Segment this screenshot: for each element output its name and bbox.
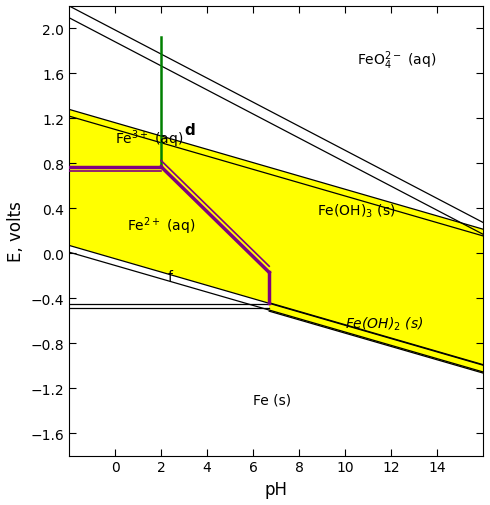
X-axis label: pH: pH [265, 480, 288, 498]
Polygon shape [69, 110, 483, 373]
Y-axis label: E, volts: E, volts [7, 201, 25, 262]
Text: Fe (s): Fe (s) [253, 393, 291, 407]
Text: Fe$^{3+}$ (aq): Fe$^{3+}$ (aq) [115, 129, 184, 150]
Text: f: f [168, 269, 173, 283]
Text: Fe$^{2+}$ (aq): Fe$^{2+}$ (aq) [126, 215, 195, 236]
Text: d: d [184, 123, 195, 138]
Text: Fe(OH)$_3$ (s): Fe(OH)$_3$ (s) [318, 203, 396, 220]
Text: Fe(OH)$_2$ (s): Fe(OH)$_2$ (s) [345, 315, 423, 332]
Text: FeO$_4^{2-}$ (aq): FeO$_4^{2-}$ (aq) [357, 49, 436, 72]
